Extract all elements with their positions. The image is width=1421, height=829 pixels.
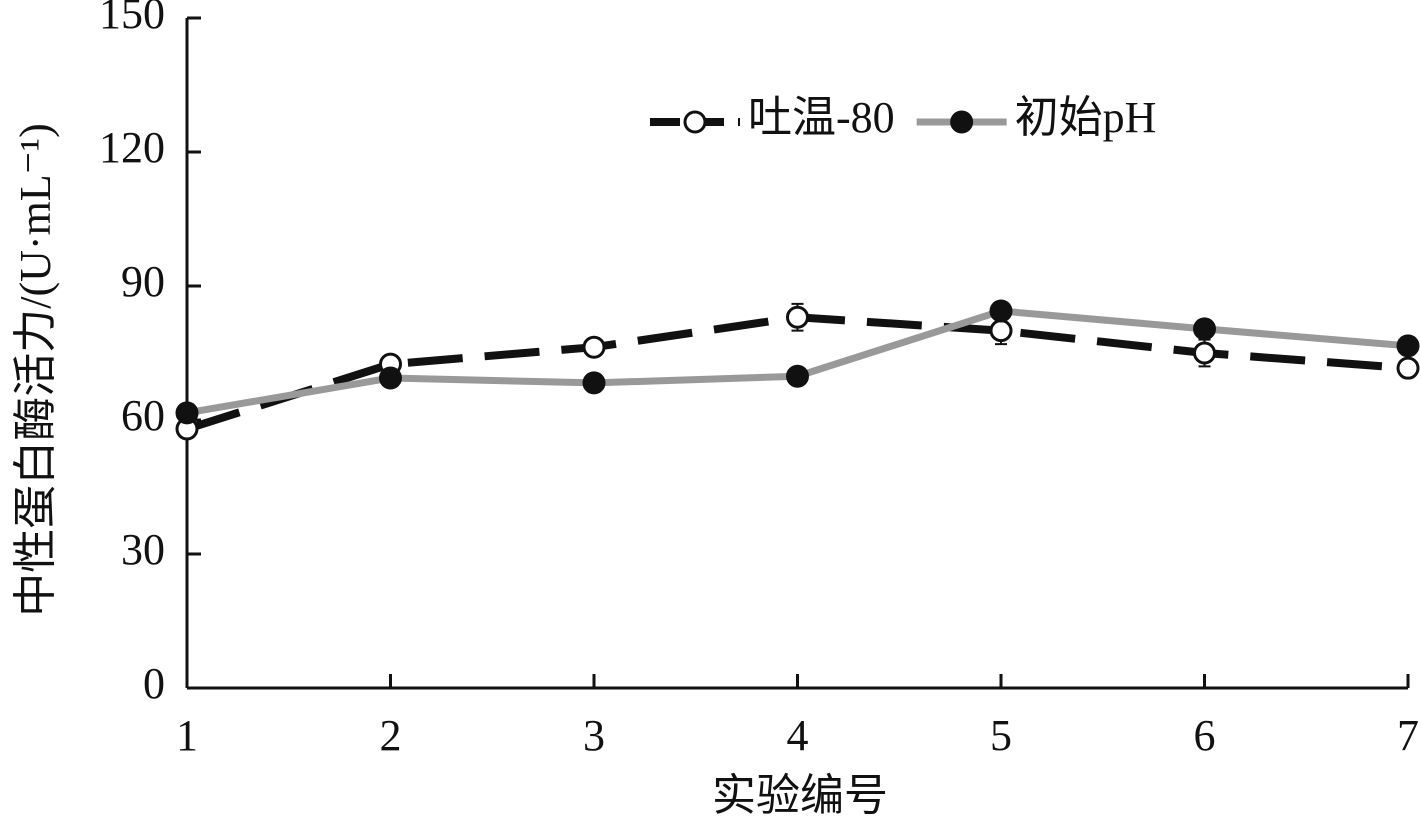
marker: [786, 305, 809, 329]
x-tick-label: 1: [176, 711, 198, 760]
marker: [989, 299, 1013, 323]
marker: [582, 335, 606, 359]
y-tick-label: 90: [121, 257, 165, 306]
x-tick-label: 6: [1194, 711, 1216, 760]
marker: [582, 371, 606, 395]
marker: [1193, 317, 1216, 341]
legend-marker: [950, 110, 974, 134]
x-tick-label: 7: [1397, 711, 1419, 760]
x-tick-label: 2: [380, 711, 402, 760]
marker: [1396, 334, 1420, 358]
x-tick-label: 4: [787, 711, 809, 760]
marker: [1193, 341, 1216, 365]
y-tick-label: 30: [121, 525, 165, 574]
x-tick-label: 5: [990, 711, 1012, 760]
x-tick-label: 3: [583, 711, 605, 760]
x-axis-label: 实验编号: [712, 771, 888, 820]
y-tick-label: 60: [121, 391, 165, 440]
marker: [1396, 356, 1420, 380]
marker: [989, 319, 1013, 343]
marker: [175, 401, 199, 425]
y-axis-label: 中性蛋白酶活力/(U·mL⁻¹): [11, 123, 60, 616]
y-tick-label: 150: [99, 0, 165, 38]
y-tick-label: 0: [143, 659, 165, 708]
marker: [786, 364, 809, 388]
marker: [379, 366, 402, 390]
legend-marker: [683, 110, 707, 134]
y-tick-label: 120: [99, 123, 165, 172]
legend-label: 初始pH: [1015, 93, 1157, 142]
legend-label: 吐温-80: [748, 93, 895, 142]
